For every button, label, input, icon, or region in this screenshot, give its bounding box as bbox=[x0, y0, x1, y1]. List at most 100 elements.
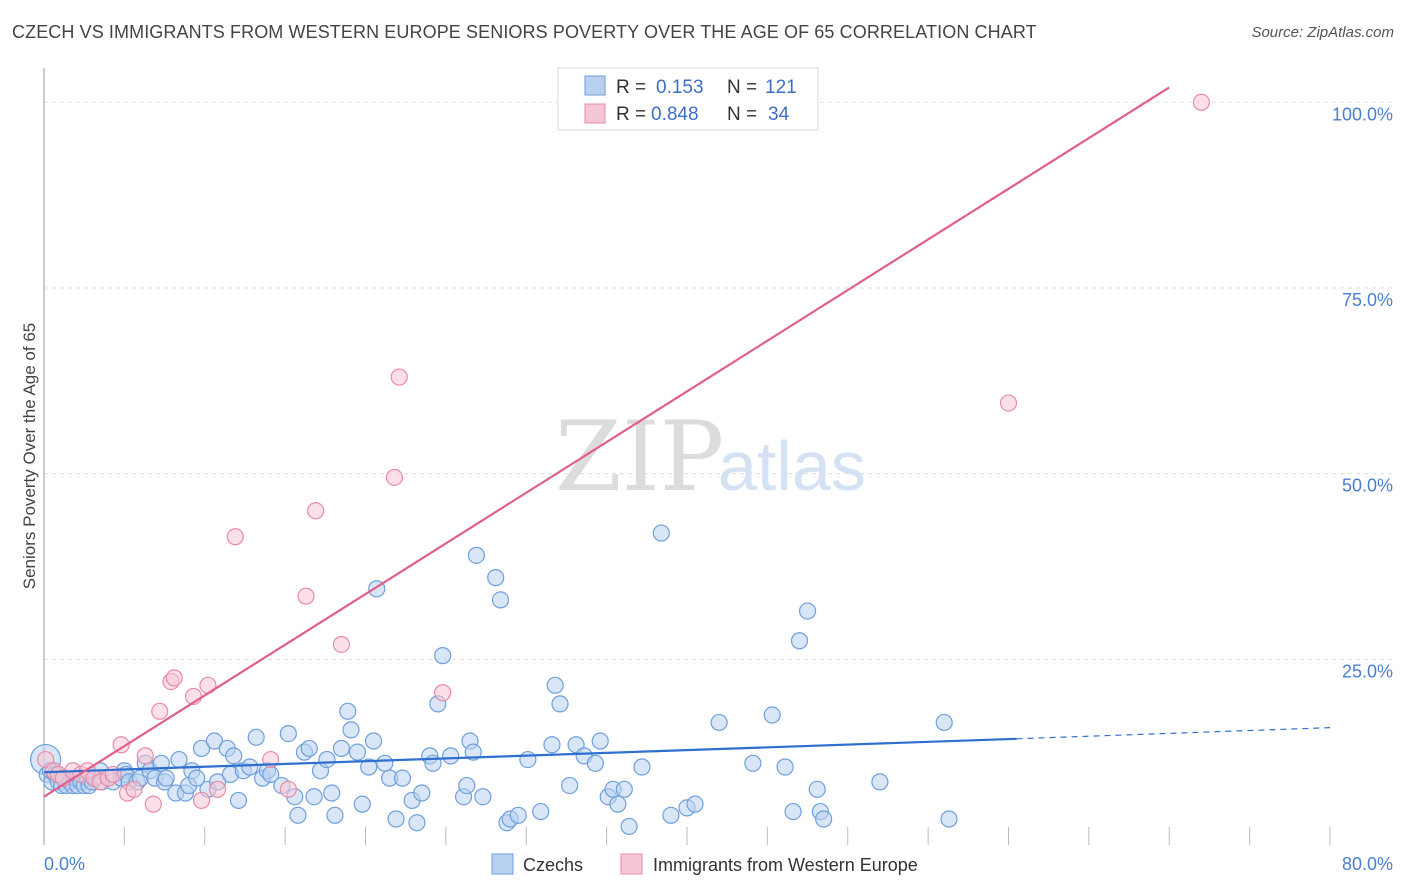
czechs-point-75 bbox=[387, 810, 405, 828]
immigrants-point-29 bbox=[385, 468, 404, 486]
y-tick-label-2: 75.0% bbox=[1342, 290, 1393, 310]
stats-r-label-czechs: R = bbox=[616, 77, 646, 98]
immigrants-point-15 bbox=[144, 795, 162, 813]
czechs-point-46 bbox=[225, 747, 243, 765]
stats-swatch-czechs bbox=[584, 75, 606, 96]
czechs-point-108 bbox=[609, 795, 627, 813]
gridlines bbox=[44, 101, 1394, 660]
stats-n-value-czechs: 121 bbox=[765, 77, 797, 98]
czechs-point-71 bbox=[364, 732, 383, 750]
legend-swatch-czechs bbox=[491, 853, 514, 875]
legend-label-immigrants: Immigrants from Western Europe bbox=[653, 855, 918, 875]
czechs-point-97 bbox=[532, 802, 550, 821]
chart-title: CZECH VS IMMIGRANTS FROM WESTERN EUROPE … bbox=[12, 22, 1037, 42]
immigrants-point-33 bbox=[1192, 93, 1211, 111]
czechs-point-89 bbox=[467, 546, 486, 564]
czechs-point-128 bbox=[940, 810, 958, 828]
czechs-point-121 bbox=[790, 632, 809, 650]
czechs-point-126 bbox=[871, 773, 889, 791]
czechs-point-90 bbox=[474, 788, 492, 806]
czechs-trend-line-extension bbox=[1016, 727, 1331, 740]
czechs-point-67 bbox=[342, 721, 360, 739]
czechs-point-63 bbox=[323, 784, 341, 802]
czechs-point-47 bbox=[229, 791, 248, 810]
czechs-point-83 bbox=[434, 647, 452, 665]
czechs-point-123 bbox=[808, 780, 826, 798]
immigrants-trend-line bbox=[43, 86, 1170, 798]
czechs-point-113 bbox=[662, 806, 680, 824]
czechs-point-117 bbox=[744, 754, 762, 772]
czechs-point-127 bbox=[935, 713, 953, 732]
stats-r-value-immigrants: 0.848 bbox=[651, 104, 699, 125]
czechs-point-78 bbox=[408, 814, 426, 832]
czechs-point-118 bbox=[763, 706, 781, 724]
immigrants-point-22 bbox=[209, 780, 227, 798]
trend-lines bbox=[43, 86, 1331, 798]
czechs-point-104 bbox=[586, 754, 604, 772]
immigrants-point-11 bbox=[112, 736, 130, 754]
x-tick-labels: 0.0% 80.0% bbox=[44, 854, 1393, 874]
immigrants-point-26 bbox=[297, 587, 315, 605]
czechs-point-92 bbox=[491, 591, 510, 609]
stats-n-label-immigrants: N = bbox=[727, 104, 757, 125]
czechs-point-70 bbox=[360, 758, 378, 776]
czechs-point-120 bbox=[784, 802, 802, 821]
czechs-point-91 bbox=[487, 569, 505, 587]
immigrants-point-25 bbox=[279, 780, 297, 798]
czechs-point-105 bbox=[591, 732, 609, 750]
x-axis-ticks bbox=[123, 827, 1331, 845]
czechs-point-116 bbox=[710, 713, 728, 732]
czechs-point-65 bbox=[332, 739, 350, 758]
czechs-point-122 bbox=[798, 602, 817, 620]
czechs-point-39 bbox=[188, 769, 206, 787]
stats-r-label-immigrants: R = bbox=[616, 104, 646, 125]
czechs-point-66 bbox=[339, 702, 357, 720]
czechs-point-109 bbox=[615, 780, 633, 798]
czechs-point-40 bbox=[192, 739, 211, 758]
czechs-point-86 bbox=[458, 776, 476, 795]
czechs-point-59 bbox=[300, 739, 318, 758]
czechs-point-119 bbox=[776, 758, 794, 776]
czechs-point-73 bbox=[376, 754, 394, 772]
czechs-point-112 bbox=[652, 524, 670, 542]
stats-r-value-czechs: 0.153 bbox=[656, 77, 704, 98]
czechs-point-96 bbox=[519, 750, 537, 769]
watermark: ZIP atlas bbox=[555, 401, 866, 513]
immigrants-point-27 bbox=[307, 502, 325, 520]
czechs-point-110 bbox=[620, 817, 638, 836]
stats-box: R = 0.153 N = 121 R = 0.848 N = 34 bbox=[557, 67, 819, 131]
czechs-point-125 bbox=[815, 810, 833, 828]
y-tick-label-1: 50.0% bbox=[1342, 476, 1393, 496]
y-axis-label: Seniors Poverty Over the Age of 65 bbox=[20, 323, 39, 589]
x-tick-label-1: 80.0% bbox=[1342, 854, 1393, 874]
watermark-zip: ZIP bbox=[555, 401, 724, 513]
czechs-point-76 bbox=[393, 769, 412, 787]
immigrants-point-23 bbox=[226, 528, 244, 546]
legend: Czechs Immigrants from Western Europe bbox=[491, 853, 918, 875]
immigrants-point-16 bbox=[151, 702, 169, 720]
czechs-point-69 bbox=[353, 795, 371, 813]
czechs-point-50 bbox=[247, 728, 265, 746]
immigrants-point-32 bbox=[999, 394, 1018, 412]
czechs-point-68 bbox=[348, 743, 367, 761]
immigrants-point-14 bbox=[136, 747, 154, 765]
czechs-point-79 bbox=[413, 784, 431, 802]
immigrants-point-20 bbox=[192, 791, 211, 810]
stats-swatch-immigrants bbox=[584, 103, 606, 124]
czechs-point-111 bbox=[633, 758, 651, 776]
source-credit: Source: ZipAtlas.com bbox=[1251, 24, 1394, 41]
czechs-point-55 bbox=[279, 724, 297, 743]
watermark-atlas: atlas bbox=[718, 427, 866, 505]
czechs-point-115 bbox=[686, 795, 704, 813]
immigrants-point-30 bbox=[390, 368, 408, 386]
czechs-point-57 bbox=[289, 806, 307, 824]
immigrants-point-13 bbox=[125, 780, 143, 798]
czechs-point-49 bbox=[241, 758, 259, 776]
czechs-point-98 bbox=[543, 736, 561, 754]
czechs-point-33 bbox=[157, 769, 175, 787]
stats-n-value-immigrants: 34 bbox=[768, 104, 790, 125]
immigrants-point-28 bbox=[332, 635, 350, 654]
czechs-point-64 bbox=[326, 806, 344, 824]
y-tick-label-0: 25.0% bbox=[1342, 661, 1393, 681]
czechs-point-60 bbox=[305, 788, 323, 806]
